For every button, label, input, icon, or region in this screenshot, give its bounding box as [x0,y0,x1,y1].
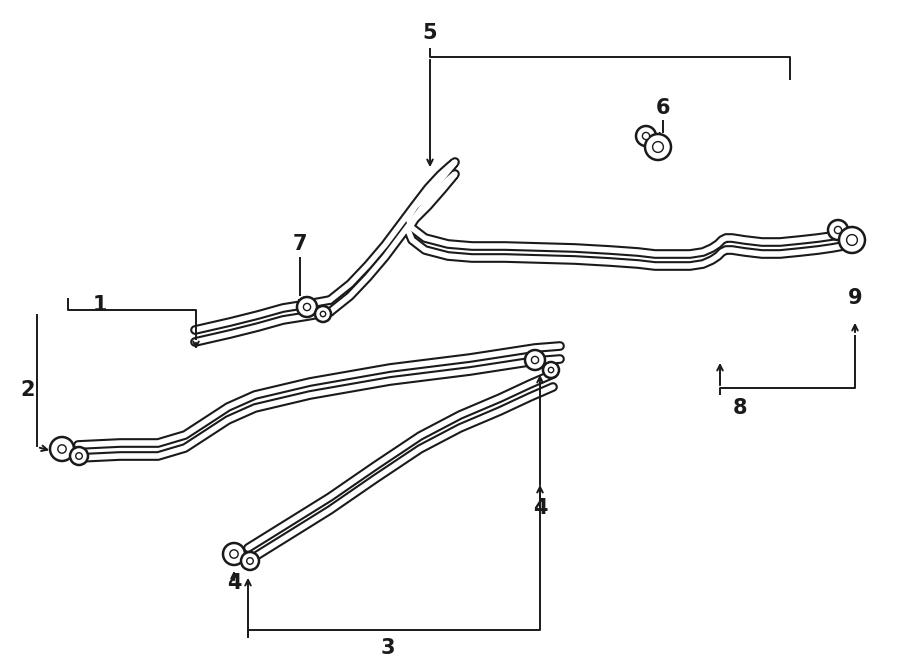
Circle shape [834,226,842,234]
Text: 1: 1 [93,295,107,315]
Circle shape [839,227,865,253]
Circle shape [58,445,67,453]
Circle shape [847,234,858,246]
Circle shape [531,356,538,363]
Circle shape [652,142,663,152]
Text: 8: 8 [733,398,747,418]
Circle shape [50,437,74,461]
Circle shape [223,543,245,565]
Circle shape [297,297,317,317]
Circle shape [636,126,656,146]
Circle shape [548,367,554,373]
Text: 3: 3 [381,638,395,658]
Text: 9: 9 [848,288,862,308]
Circle shape [543,362,559,378]
Circle shape [645,134,671,160]
Text: 7: 7 [292,234,307,254]
Circle shape [828,220,848,240]
Text: 4: 4 [533,498,547,518]
Text: 5: 5 [423,23,437,43]
Circle shape [241,552,259,570]
Circle shape [303,303,310,310]
Circle shape [643,132,650,140]
Text: 2: 2 [21,380,35,400]
Circle shape [315,306,331,322]
Circle shape [76,453,82,459]
Circle shape [247,557,253,564]
Circle shape [525,350,545,370]
Circle shape [230,550,238,558]
Circle shape [70,447,88,465]
Text: 6: 6 [656,98,670,118]
Text: 4: 4 [227,573,241,593]
Circle shape [320,311,326,316]
